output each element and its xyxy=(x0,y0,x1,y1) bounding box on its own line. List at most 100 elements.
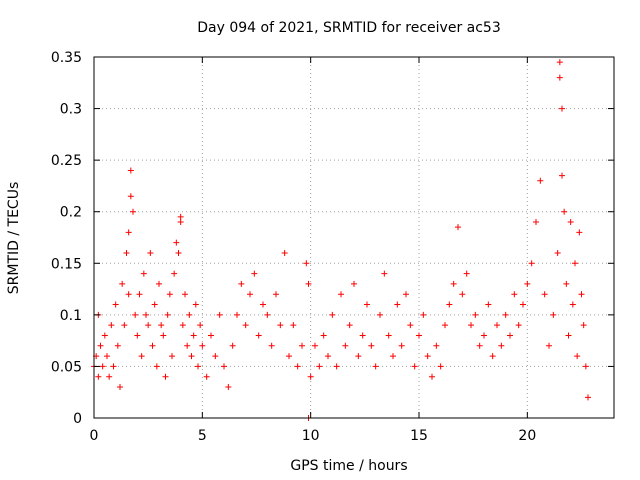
data-point xyxy=(550,311,557,318)
data-point xyxy=(177,219,184,226)
data-point xyxy=(450,280,457,287)
data-point xyxy=(359,332,366,339)
data-point xyxy=(515,322,522,329)
data-point xyxy=(498,342,505,349)
data-point xyxy=(576,229,583,236)
data-point xyxy=(572,260,578,267)
data-point xyxy=(268,342,275,349)
data-point xyxy=(559,172,565,179)
data-point xyxy=(286,353,292,360)
y-tick-label: 0.1 xyxy=(60,308,82,324)
data-point xyxy=(559,105,565,112)
data-point xyxy=(390,353,396,360)
data-point xyxy=(184,342,191,349)
x-axis-label: GPS time / hours xyxy=(290,458,407,474)
data-point xyxy=(127,167,134,174)
data-point xyxy=(95,373,102,380)
data-point xyxy=(528,260,535,267)
data-point xyxy=(192,301,199,308)
data-point xyxy=(368,342,375,349)
data-point xyxy=(147,249,154,256)
data-point xyxy=(203,373,210,380)
data-point xyxy=(351,280,357,287)
data-point xyxy=(424,353,431,360)
data-point xyxy=(108,322,115,329)
data-point xyxy=(372,363,379,370)
data-point xyxy=(511,291,518,298)
data-point xyxy=(329,311,336,318)
data-point xyxy=(173,239,180,246)
data-point xyxy=(481,332,487,339)
data-point xyxy=(565,332,572,339)
data-point xyxy=(119,280,126,287)
data-point xyxy=(312,342,318,349)
data-point xyxy=(208,332,214,339)
data-point xyxy=(186,311,193,318)
data-point xyxy=(546,342,552,349)
data-point xyxy=(299,342,305,349)
data-point xyxy=(342,342,349,349)
data-point xyxy=(149,342,156,349)
data-point xyxy=(132,311,139,318)
data-point xyxy=(502,311,509,318)
data-point xyxy=(290,322,297,329)
plot-frame xyxy=(93,56,615,419)
data-point xyxy=(140,270,147,277)
data-point xyxy=(110,363,117,370)
data-point xyxy=(114,342,121,349)
data-point xyxy=(554,249,561,256)
data-point xyxy=(195,363,201,370)
data-point xyxy=(463,270,470,277)
data-point xyxy=(190,332,197,339)
data-point xyxy=(104,353,110,360)
chart-title: Day 094 of 2021, SRMTID for receiver ac5… xyxy=(197,20,501,36)
data-point xyxy=(303,260,310,267)
data-point xyxy=(385,332,392,339)
y-tick-label: 0.3 xyxy=(60,102,82,118)
data-point xyxy=(338,291,344,298)
data-point xyxy=(127,193,134,200)
data-point xyxy=(472,311,479,318)
data-point xyxy=(123,249,130,256)
data-point xyxy=(537,177,544,184)
data-point xyxy=(162,373,169,380)
data-point xyxy=(281,249,288,256)
data-point xyxy=(524,280,531,287)
data-point xyxy=(242,322,249,329)
data-point xyxy=(199,342,206,349)
data-point xyxy=(221,363,227,370)
data-point xyxy=(169,353,175,360)
data-point xyxy=(179,322,186,329)
data-point xyxy=(364,301,370,308)
x-tick-label: 20 xyxy=(518,428,536,444)
data-point xyxy=(101,332,108,339)
data-point xyxy=(145,322,152,329)
data-point xyxy=(117,384,123,391)
data-point xyxy=(585,394,591,401)
data-point xyxy=(325,353,331,360)
y-tick-label: 0.2 xyxy=(60,205,82,221)
data-point xyxy=(416,332,422,339)
data-point xyxy=(134,332,141,339)
data-point xyxy=(578,291,585,298)
data-point xyxy=(171,270,178,277)
data-point xyxy=(125,291,132,298)
data-point xyxy=(320,332,327,339)
data-point xyxy=(442,322,448,329)
data-point xyxy=(561,208,568,215)
data-point xyxy=(255,332,262,339)
data-point xyxy=(229,342,236,349)
data-point xyxy=(136,291,143,298)
data-point xyxy=(153,363,160,370)
data-point xyxy=(99,363,106,370)
data-point xyxy=(381,270,388,277)
data-point xyxy=(567,219,574,226)
data-point xyxy=(446,301,453,308)
y-axis-label: SRMTID / TECUs xyxy=(6,182,22,295)
y-tick-label: 0 xyxy=(73,411,82,427)
data-point xyxy=(216,311,223,318)
data-point xyxy=(112,301,119,308)
data-point xyxy=(188,353,195,360)
data-point xyxy=(130,208,136,215)
